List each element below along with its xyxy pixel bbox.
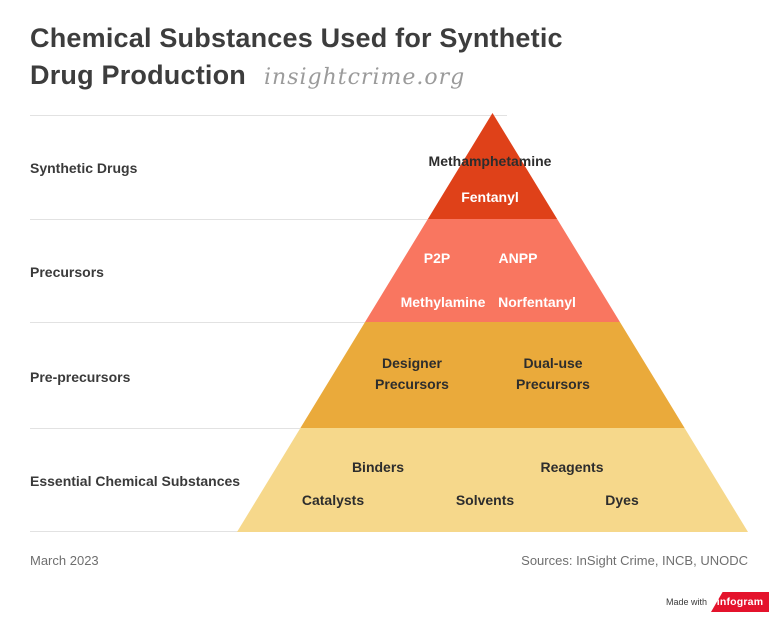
page-title-line2-text: Drug Production	[30, 60, 246, 90]
item-anpp: ANPP	[498, 250, 538, 266]
row-label-essential-chemical-substances: Essential Chemical Substances	[30, 473, 241, 489]
item-dyes: Dyes	[605, 492, 639, 508]
infogram-badge[interactable]: Made with infogram	[666, 592, 769, 612]
row-label-precursors: Precursors	[30, 264, 104, 280]
page-title-line1: Chemical Substances Used for Synthetic	[30, 23, 563, 53]
item-methylamine: Methylamine	[400, 294, 486, 310]
item-catalysts: Catalysts	[301, 492, 365, 508]
item-designer-precursors: Designer Precursors	[375, 355, 449, 392]
divider-line-5	[30, 531, 239, 532]
item-fentanyl: Fentanyl	[461, 189, 519, 205]
divider-line-2	[30, 219, 428, 220]
pyramid-tier-precursors	[237, 219, 748, 322]
divider-line-4	[30, 428, 300, 429]
divider-line-1	[30, 115, 507, 116]
item-solvents: Solvents	[455, 492, 515, 508]
footer-date: March 2023	[30, 553, 99, 568]
footer-sources: Sources: InSight Crime, INCB, UNODC	[521, 553, 748, 568]
infogram-logo[interactable]: infogram	[711, 592, 769, 612]
item-norfentanyl: Norfentanyl	[498, 294, 576, 310]
item-binders: Binders	[351, 459, 405, 475]
title-block: Chemical Substances Used for Synthetic D…	[30, 20, 750, 96]
watermark-insightcrime: insightcrime.org	[263, 65, 466, 90]
item-reagents: Reagents	[540, 459, 604, 475]
item-dual-use-precursors: Dual-use Precursors	[516, 355, 590, 392]
row-label-pre-precursors: Pre-precursors	[30, 369, 131, 385]
page-title-line2: Drug Production insightcrime.org	[30, 57, 750, 96]
row-label-synthetic-drugs: Synthetic Drugs	[30, 160, 138, 176]
item-methamphetamine: Methamphetamine	[428, 153, 552, 169]
divider-line-3	[30, 322, 365, 323]
pyramid-tier-pre-precursors	[237, 322, 748, 428]
made-with-label: Made with	[665, 597, 707, 607]
pyramid-tier-essential-substances	[237, 428, 748, 532]
item-p2p: P2P	[423, 250, 451, 266]
